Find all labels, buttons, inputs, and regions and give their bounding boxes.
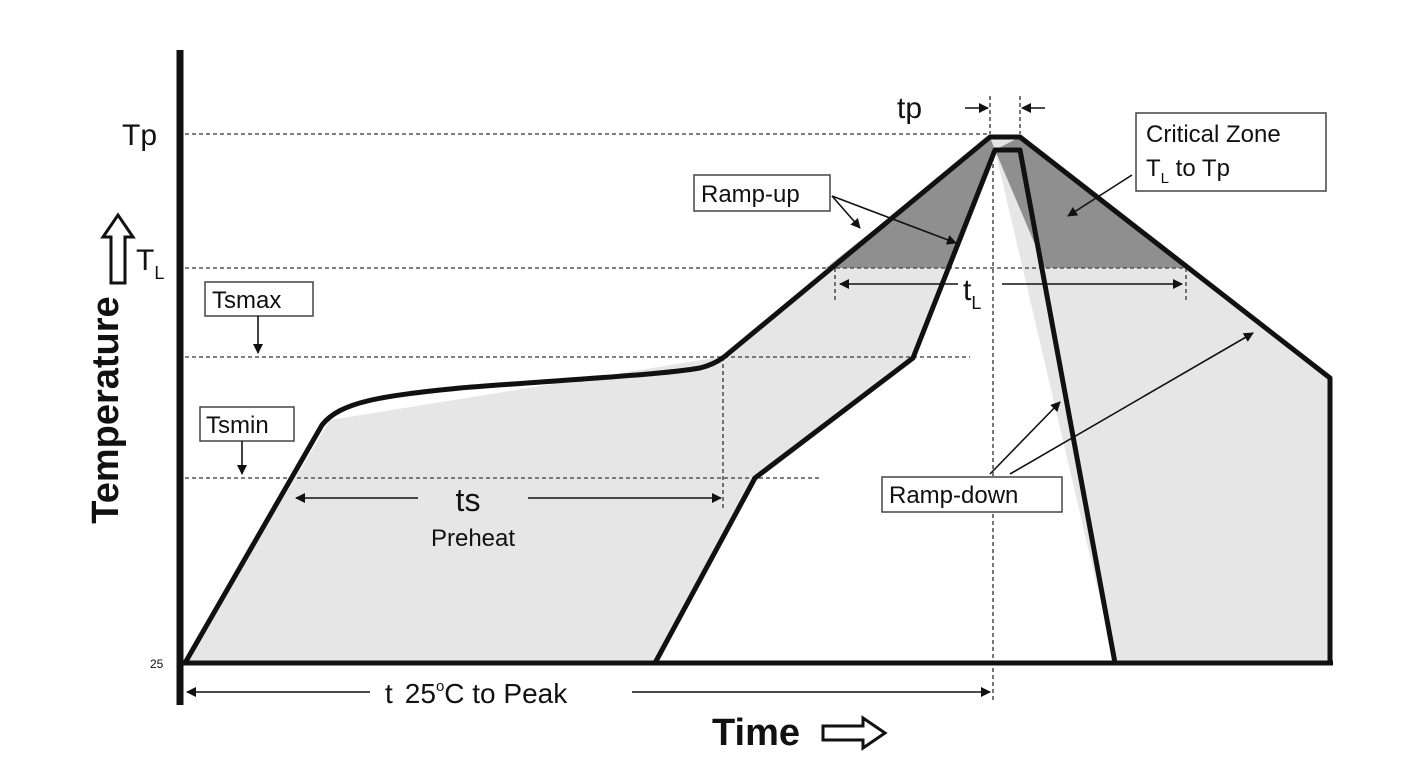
profile-upper-curve bbox=[182, 134, 1333, 665]
critical-zone-label-line1: Critical Zone bbox=[1146, 121, 1281, 148]
y-axis-label: Temperature bbox=[85, 296, 127, 523]
tsmin-label: Tsmin bbox=[206, 412, 269, 439]
tsmax-label-box bbox=[204, 281, 314, 317]
critical-zone-label-box bbox=[1135, 112, 1327, 192]
ramp-down-label-box bbox=[881, 476, 1063, 513]
ramp-up-pointer-2 bbox=[831, 195, 957, 245]
base-level-label: 25 bbox=[150, 657, 164, 671]
t-25c-to-peak-label: t 25oC to Peak bbox=[385, 678, 568, 709]
critical-zone-label-line2: TL to Tp bbox=[1146, 155, 1230, 187]
ramp-up-pointer-1 bbox=[831, 195, 861, 229]
ramp-up-label: Ramp-up bbox=[701, 181, 800, 208]
ramp-down-pointer-1 bbox=[989, 401, 1061, 475]
critical-zone-pointer bbox=[1067, 174, 1133, 217]
y-axis-arrow-icon bbox=[100, 212, 136, 285]
profile-band-light bbox=[185, 137, 1330, 663]
tsmin-label-box bbox=[199, 406, 295, 442]
tsmax-label: Tsmax bbox=[212, 287, 281, 314]
preheat-label: Preheat bbox=[431, 525, 515, 552]
ramp-down-pointer-2 bbox=[1009, 332, 1254, 475]
tl-level-label: TL bbox=[136, 244, 164, 283]
ts-label: ts bbox=[456, 482, 481, 518]
ramp-down-label: Ramp-down bbox=[889, 482, 1018, 509]
x-axis-arrow-icon bbox=[821, 715, 888, 751]
tl-interval-label: tL bbox=[963, 274, 981, 313]
x-axis-label: Time bbox=[712, 712, 800, 754]
tp-interval-label: tp bbox=[897, 92, 922, 125]
profile-lower-curve bbox=[652, 147, 1118, 665]
ramp-up-label-box bbox=[693, 174, 831, 212]
tp-level-label: Tp bbox=[122, 119, 157, 152]
